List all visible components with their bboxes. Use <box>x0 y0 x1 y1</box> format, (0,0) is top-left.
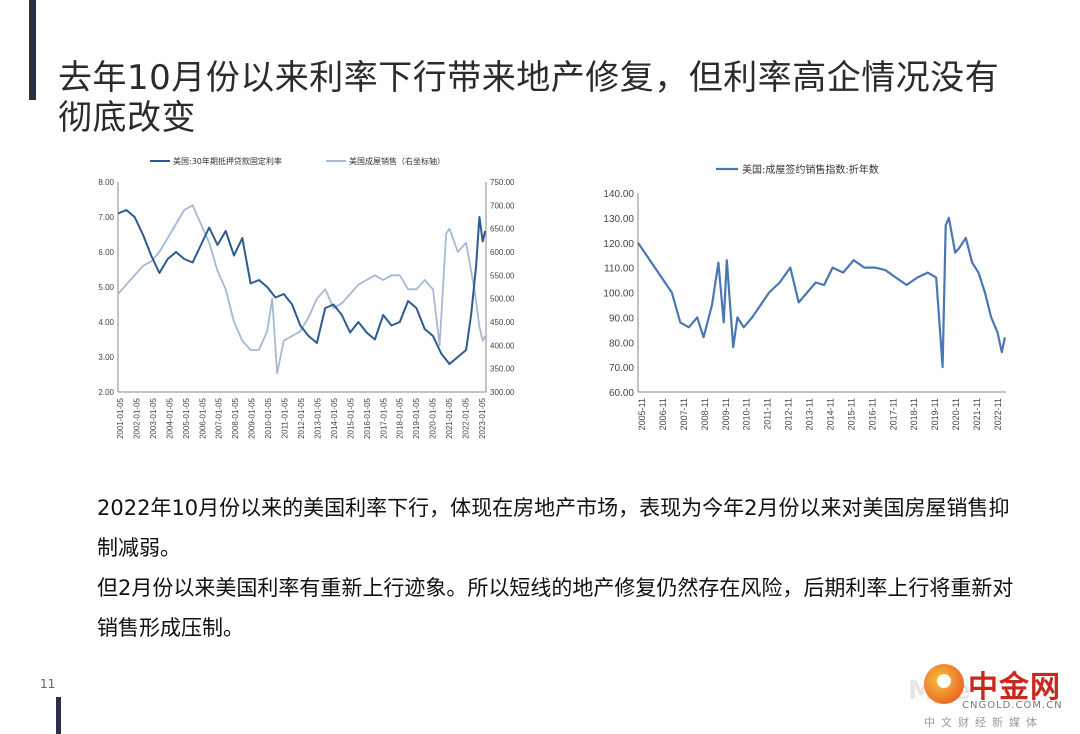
cngold-logo: MGe 中金网 CNGOLD.COM.CN 中文财经新媒体 <box>898 660 1078 730</box>
x-tick-label: 2018-01-05 <box>396 397 405 438</box>
right-tick-label: 750.00 <box>490 178 515 187</box>
logo-emblem-icon <box>924 664 964 704</box>
x-tick-label: 2020-11 <box>951 398 961 430</box>
left-tick-label: 3.00 <box>98 353 114 362</box>
x-tick-label: 2011-11 <box>763 398 773 430</box>
right-tick-label: 700.00 <box>490 201 515 210</box>
pending-sales-index-line <box>637 216 1006 369</box>
y-tick-label: 130.00 <box>603 214 634 225</box>
x-tick-label: 2007-11 <box>679 398 689 430</box>
left-tick-label: 7.00 <box>98 213 114 222</box>
x-tick-label: 2009-01-05 <box>248 397 257 438</box>
y-tick-label: 60.00 <box>609 388 634 399</box>
mortgage-rate-line <box>117 209 487 365</box>
x-tick-label: 2020-01-05 <box>429 397 438 438</box>
right-tick-label: 400.00 <box>490 341 515 350</box>
x-tick-label: 2007-01-05 <box>215 397 224 438</box>
right-tick-label: 450.00 <box>490 318 515 327</box>
page-number: 11 <box>40 677 56 691</box>
right-tick-label: 550.00 <box>490 271 515 280</box>
x-tick-label: 2015-11 <box>846 398 856 430</box>
y-tick-label: 80.00 <box>609 338 634 349</box>
left-tick-label: 6.00 <box>98 248 114 257</box>
mortgage-rate-vs-home-sales-chart: 8.00 7.00 6.00 5.00 4.00 3.00 2.00 750.00 700.00… <box>88 150 538 450</box>
x-tick-label: 2008-11 <box>700 398 710 430</box>
right-tick-label: 650.00 <box>490 225 515 234</box>
x-tick-label: 2021-11 <box>972 398 982 430</box>
left-tick-label: 4.00 <box>98 318 114 327</box>
right-tick-label: 350.00 <box>490 365 515 374</box>
body-text: 2022年10月份以来的美国利率下行，体现在房地产市场，表现为今年2月份以来对美… <box>97 488 1027 648</box>
y-tick-label: 110.00 <box>604 264 634 275</box>
x-tick-label: 2008-01-05 <box>231 397 240 438</box>
logo-tagline: 中文财经新媒体 <box>924 716 1043 729</box>
legend-label-sales: 美国成屋销售（右坐标轴） <box>349 156 445 166</box>
logo-brand: 中金网 <box>968 670 1061 705</box>
x-tick-label: 2015-01-05 <box>346 397 355 438</box>
x-tick-label: 2022-11 <box>993 398 1003 430</box>
x-tick-label: 2005-01-05 <box>182 397 191 438</box>
x-tick-label: 2009-11 <box>721 398 731 430</box>
bottom-accent-bar <box>56 697 61 734</box>
x-tick-label: 2010-11 <box>742 398 752 430</box>
x-tick-label: 2013-01-05 <box>313 397 322 438</box>
legend-label-rate: 美国:30年期抵押贷款固定利率 <box>173 156 282 166</box>
x-tick-label: 2018-11 <box>909 398 919 430</box>
x-tick-label: 2005-11 <box>637 398 647 430</box>
top-accent-bar <box>29 0 36 100</box>
x-tick-label: 2014-11 <box>825 398 835 430</box>
y-tick-label: 140.00 <box>603 189 634 200</box>
x-tick-label: 2001-01-05 <box>116 397 125 438</box>
logo-domain: CNGOLD.COM.CN <box>962 700 1063 711</box>
y-tick-label: 90.00 <box>609 313 634 324</box>
x-tick-label: 2017-11 <box>888 398 898 430</box>
home-sales-line <box>117 204 486 375</box>
left-tick-label: 8.00 <box>98 178 114 187</box>
chart2-svg: 140.00 130.00 120.00 110.00 100.00 90.00 80.00… <box>603 163 1006 430</box>
right-tick-label: 600.00 <box>490 248 515 257</box>
x-tick-label: 2013-11 <box>805 398 815 430</box>
left-tick-label: 2.00 <box>98 388 114 397</box>
x-tick-label: 2016-11 <box>867 398 877 430</box>
x-tick-label: 2019-01-05 <box>412 397 421 438</box>
x-tick-label: 2011-01-05 <box>281 397 290 438</box>
x-tick-label: 2010-01-05 <box>264 397 273 438</box>
y-tick-label: 120.00 <box>603 239 634 250</box>
chart1-svg: 8.00 7.00 6.00 5.00 4.00 3.00 2.00 750.00 700.00… <box>98 156 515 439</box>
y-tick-label: 100.00 <box>603 289 634 300</box>
x-tick-label: 2003-01-05 <box>149 397 158 438</box>
x-tick-label: 2021-01-05 <box>445 397 454 438</box>
legend-label-index: 美国:成屋签约销售指数:折年数 <box>742 163 879 176</box>
left-tick-label: 5.00 <box>98 283 114 292</box>
slide-title: 去年10月份以来利率下行带来地产修复，但利率高企情况没有彻底改变 <box>58 58 1000 138</box>
x-tick-label: 2016-01-05 <box>363 397 372 438</box>
x-tick-label: 2012-11 <box>784 398 794 430</box>
x-tick-label: 2012-01-05 <box>297 397 306 438</box>
pending-home-sales-index-chart: 140.00 130.00 120.00 110.00 100.00 90.00 80.00… <box>586 155 1016 450</box>
x-tick-label: 2006-11 <box>658 398 668 430</box>
body-paragraph-2: 但2月份以来美国利率有重新上行迹象。所以短线的地产修复仍然存在风险，后期利率上行… <box>97 576 1014 640</box>
x-tick-label: 2002-01-05 <box>132 397 141 438</box>
body-paragraph-1: 2022年10月份以来的美国利率下行，体现在房地产市场，表现为今年2月份以来对美… <box>97 496 1010 560</box>
x-tick-label: 2004-01-05 <box>165 397 174 438</box>
right-tick-label: 500.00 <box>490 295 515 304</box>
x-tick-label: 2019-11 <box>930 398 940 430</box>
x-tick-label: 2022-01-05 <box>462 397 471 438</box>
x-tick-label: 2014-01-05 <box>330 397 339 438</box>
x-tick-label: 2023-01-05 <box>478 397 487 438</box>
x-tick-label: 2017-01-05 <box>379 397 388 438</box>
x-tick-label: 2006-01-05 <box>198 397 207 438</box>
y-tick-label: 70.00 <box>609 363 634 374</box>
right-tick-label: 300.00 <box>490 388 515 397</box>
